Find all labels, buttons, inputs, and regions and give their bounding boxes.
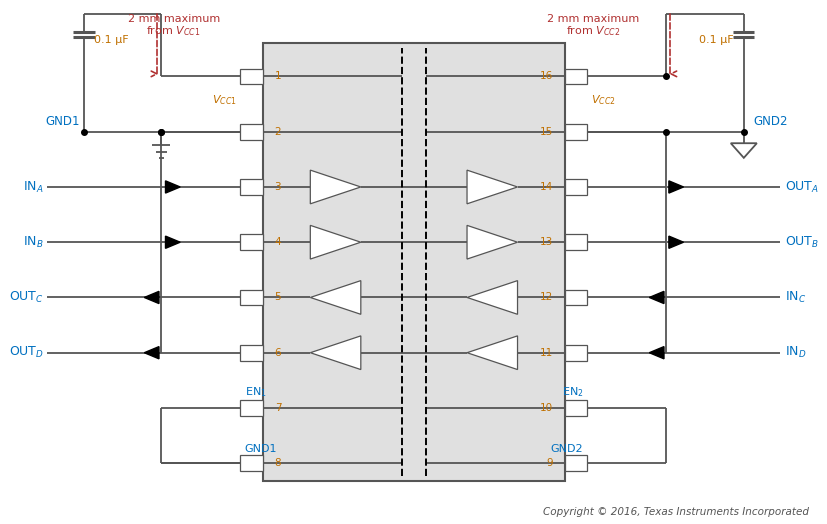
Text: from $V_{CC1}$: from $V_{CC1}$ <box>146 24 201 38</box>
Text: 6: 6 <box>275 348 281 358</box>
Text: 4: 4 <box>275 237 281 247</box>
Bar <box>565 179 587 195</box>
Text: 16: 16 <box>540 71 553 81</box>
Text: OUT$_D$: OUT$_D$ <box>8 345 43 361</box>
Text: 7: 7 <box>275 403 281 413</box>
Text: 12: 12 <box>540 292 553 302</box>
Polygon shape <box>649 346 664 359</box>
Text: 5: 5 <box>275 292 281 302</box>
Polygon shape <box>467 336 518 369</box>
Text: 14: 14 <box>540 182 553 192</box>
Text: from $V_{CC2}$: from $V_{CC2}$ <box>566 24 620 38</box>
Bar <box>263 42 565 482</box>
Text: OUT$_A$: OUT$_A$ <box>785 179 819 194</box>
Bar <box>241 400 263 416</box>
Bar <box>241 179 263 195</box>
Polygon shape <box>649 291 664 303</box>
Polygon shape <box>310 281 361 314</box>
Polygon shape <box>467 225 518 259</box>
Polygon shape <box>165 181 180 193</box>
Bar <box>241 455 263 471</box>
Bar <box>565 290 587 305</box>
Text: 9: 9 <box>547 458 553 468</box>
Text: 11: 11 <box>540 348 553 358</box>
Text: OUT$_C$: OUT$_C$ <box>9 290 43 305</box>
Bar <box>565 400 587 416</box>
Bar <box>241 124 263 139</box>
Text: GND2: GND2 <box>753 115 788 127</box>
Text: GND1: GND1 <box>45 115 80 127</box>
Text: 10: 10 <box>540 403 553 413</box>
Text: 0.1 μF: 0.1 μF <box>700 35 734 45</box>
Text: 2 mm maximum: 2 mm maximum <box>127 14 220 24</box>
Text: Copyright © 2016, Texas Instruments Incorporated: Copyright © 2016, Texas Instruments Inco… <box>543 507 809 517</box>
Bar <box>565 69 587 84</box>
Text: EN$_2$: EN$_2$ <box>562 385 583 399</box>
Bar <box>241 345 263 361</box>
Polygon shape <box>165 236 180 248</box>
Bar <box>241 234 263 250</box>
Bar <box>565 455 587 471</box>
Text: $V_{CC1}$: $V_{CC1}$ <box>212 93 237 107</box>
Polygon shape <box>669 236 684 248</box>
Text: 15: 15 <box>540 127 553 137</box>
Text: IN$_D$: IN$_D$ <box>785 345 806 361</box>
Text: EN$_1$: EN$_1$ <box>245 385 266 399</box>
Polygon shape <box>467 281 518 314</box>
Text: 1: 1 <box>275 71 281 81</box>
Polygon shape <box>310 170 361 204</box>
Polygon shape <box>467 170 518 204</box>
Text: OUT$_B$: OUT$_B$ <box>785 235 819 250</box>
Text: IN$_B$: IN$_B$ <box>22 235 43 250</box>
Text: 2 mm maximum: 2 mm maximum <box>547 14 639 24</box>
Polygon shape <box>145 291 159 303</box>
Text: GND2: GND2 <box>551 444 583 454</box>
Polygon shape <box>731 143 757 158</box>
Text: IN$_C$: IN$_C$ <box>785 290 805 305</box>
Text: 0.1 μF: 0.1 μF <box>93 35 128 45</box>
Polygon shape <box>310 225 361 259</box>
Bar <box>241 290 263 305</box>
Bar <box>565 345 587 361</box>
Bar <box>241 69 263 84</box>
Text: IN$_A$: IN$_A$ <box>23 179 43 194</box>
Text: $V_{CC2}$: $V_{CC2}$ <box>591 93 616 107</box>
Text: 8: 8 <box>275 458 281 468</box>
Bar <box>565 124 587 139</box>
Text: 3: 3 <box>275 182 281 192</box>
Polygon shape <box>145 346 159 359</box>
Polygon shape <box>669 181 684 193</box>
Text: 13: 13 <box>540 237 553 247</box>
Text: 2: 2 <box>275 127 281 137</box>
Bar <box>565 234 587 250</box>
Polygon shape <box>310 336 361 369</box>
Text: GND1: GND1 <box>245 444 277 454</box>
